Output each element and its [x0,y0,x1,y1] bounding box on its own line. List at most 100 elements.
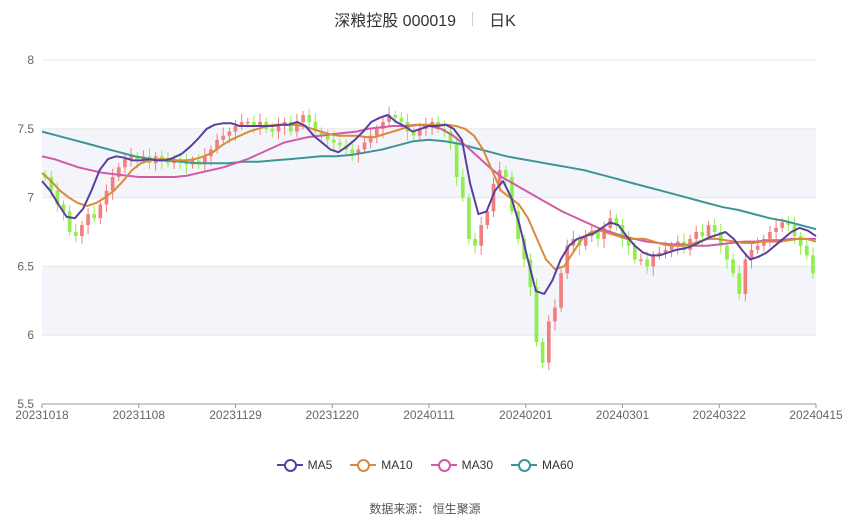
candle-body [780,222,785,228]
candle-body [350,149,355,154]
candle-body [129,156,133,160]
candle-body [743,259,748,294]
candle-body [804,245,809,256]
x-tick-label: 20231129 [209,408,262,422]
candle-body [731,259,735,274]
candle-body [288,121,293,132]
candle-body [166,160,170,164]
candle-body [80,225,84,237]
candle-body [61,204,66,212]
legend-item-ma60[interactable]: MA60 [511,458,573,472]
candle-body [399,117,404,122]
candle-body [737,273,742,294]
candle-body [663,249,668,253]
candle-body [295,121,299,132]
candle-body [473,238,477,246]
legend-swatch-ma5 [276,459,303,472]
candle-body [479,225,484,246]
candle-body [510,176,514,212]
legend-item-ma10[interactable]: MA10 [350,458,413,472]
candle-body [338,142,342,146]
candle-body [583,236,588,246]
candle-body [540,342,545,363]
candle-body [258,121,262,127]
legend-item-ma30[interactable]: MA30 [430,458,493,472]
candle-body [325,135,330,140]
candle-body [565,245,570,274]
ma5-line [41,114,817,295]
candle-body [227,131,232,136]
candle-body [467,197,471,239]
x-tick-label: 20240301 [596,408,650,422]
candle-body [49,176,54,191]
candle-body [712,225,717,232]
candle-body [755,245,760,250]
x-tick-label: 20240322 [693,408,747,422]
candle-body [239,121,244,127]
candle-body [252,121,256,127]
y-tick-label: 6.5 [17,259,34,273]
candle-body [411,131,416,136]
candle-body [811,255,815,274]
x-tick-label: 20231220 [306,408,360,422]
x-tick-label: 20240201 [499,408,553,422]
candle-body [768,232,772,239]
candle-body [596,232,600,239]
x-tick-label: 20231108 [113,408,166,422]
candle-body [657,252,662,256]
candle-body [73,232,78,237]
candle-body [270,128,275,132]
candle-body [123,159,127,168]
candle-body [368,135,373,143]
candle-body [546,321,551,363]
candle-body [313,121,318,132]
chart-period: 日K [489,13,516,30]
candle-body [651,255,656,267]
y-tick-label: 7.5 [17,122,34,136]
candle-body [307,115,312,122]
x-tick-label: 20231018 [15,408,69,422]
candle-body [497,170,502,184]
candle-body [534,287,539,343]
candle-body [98,204,103,219]
candle-body [602,227,606,239]
x-tick-label: 20240111 [403,408,455,422]
chart-legend: MA5 MA10 MA30 MA60 [0,458,850,472]
candle-body [319,131,324,136]
candle-body [276,126,281,132]
candle-body [387,115,391,122]
candle-body [454,142,459,177]
legend-item-ma5[interactable]: MA5 [276,458,333,472]
y-tick-label: 7 [27,191,34,205]
candle-body [215,139,219,150]
candle-body [356,149,361,154]
legend-label-ma5: MA5 [307,458,333,472]
candle-body [553,307,557,322]
legend-swatch-ma60 [511,459,538,472]
candle-body [614,218,619,226]
candle-body [381,121,385,129]
candle-body [301,115,305,122]
candle-body [700,232,705,237]
candle-body [202,156,207,164]
candle-body [92,214,97,219]
candle-body [448,131,453,143]
candle-body [694,232,699,239]
candle-body [491,183,496,212]
candle-body [749,249,754,260]
candle-body [774,227,778,232]
x-tick-label: 20240415 [789,408,843,422]
candle-body [485,211,490,226]
candle-body [393,115,398,118]
legend-swatch-ma30 [430,459,457,472]
data-source: 数据来源： 恒生聚源 [369,502,481,516]
grid-band [42,266,816,336]
candle-body [503,170,508,177]
candle-body [786,222,791,226]
candle-body [55,190,60,205]
candle-body [417,128,422,136]
chart-title: 深粮控股 000019 [334,13,457,30]
candle-body [196,160,201,164]
candle-body [245,121,250,124]
